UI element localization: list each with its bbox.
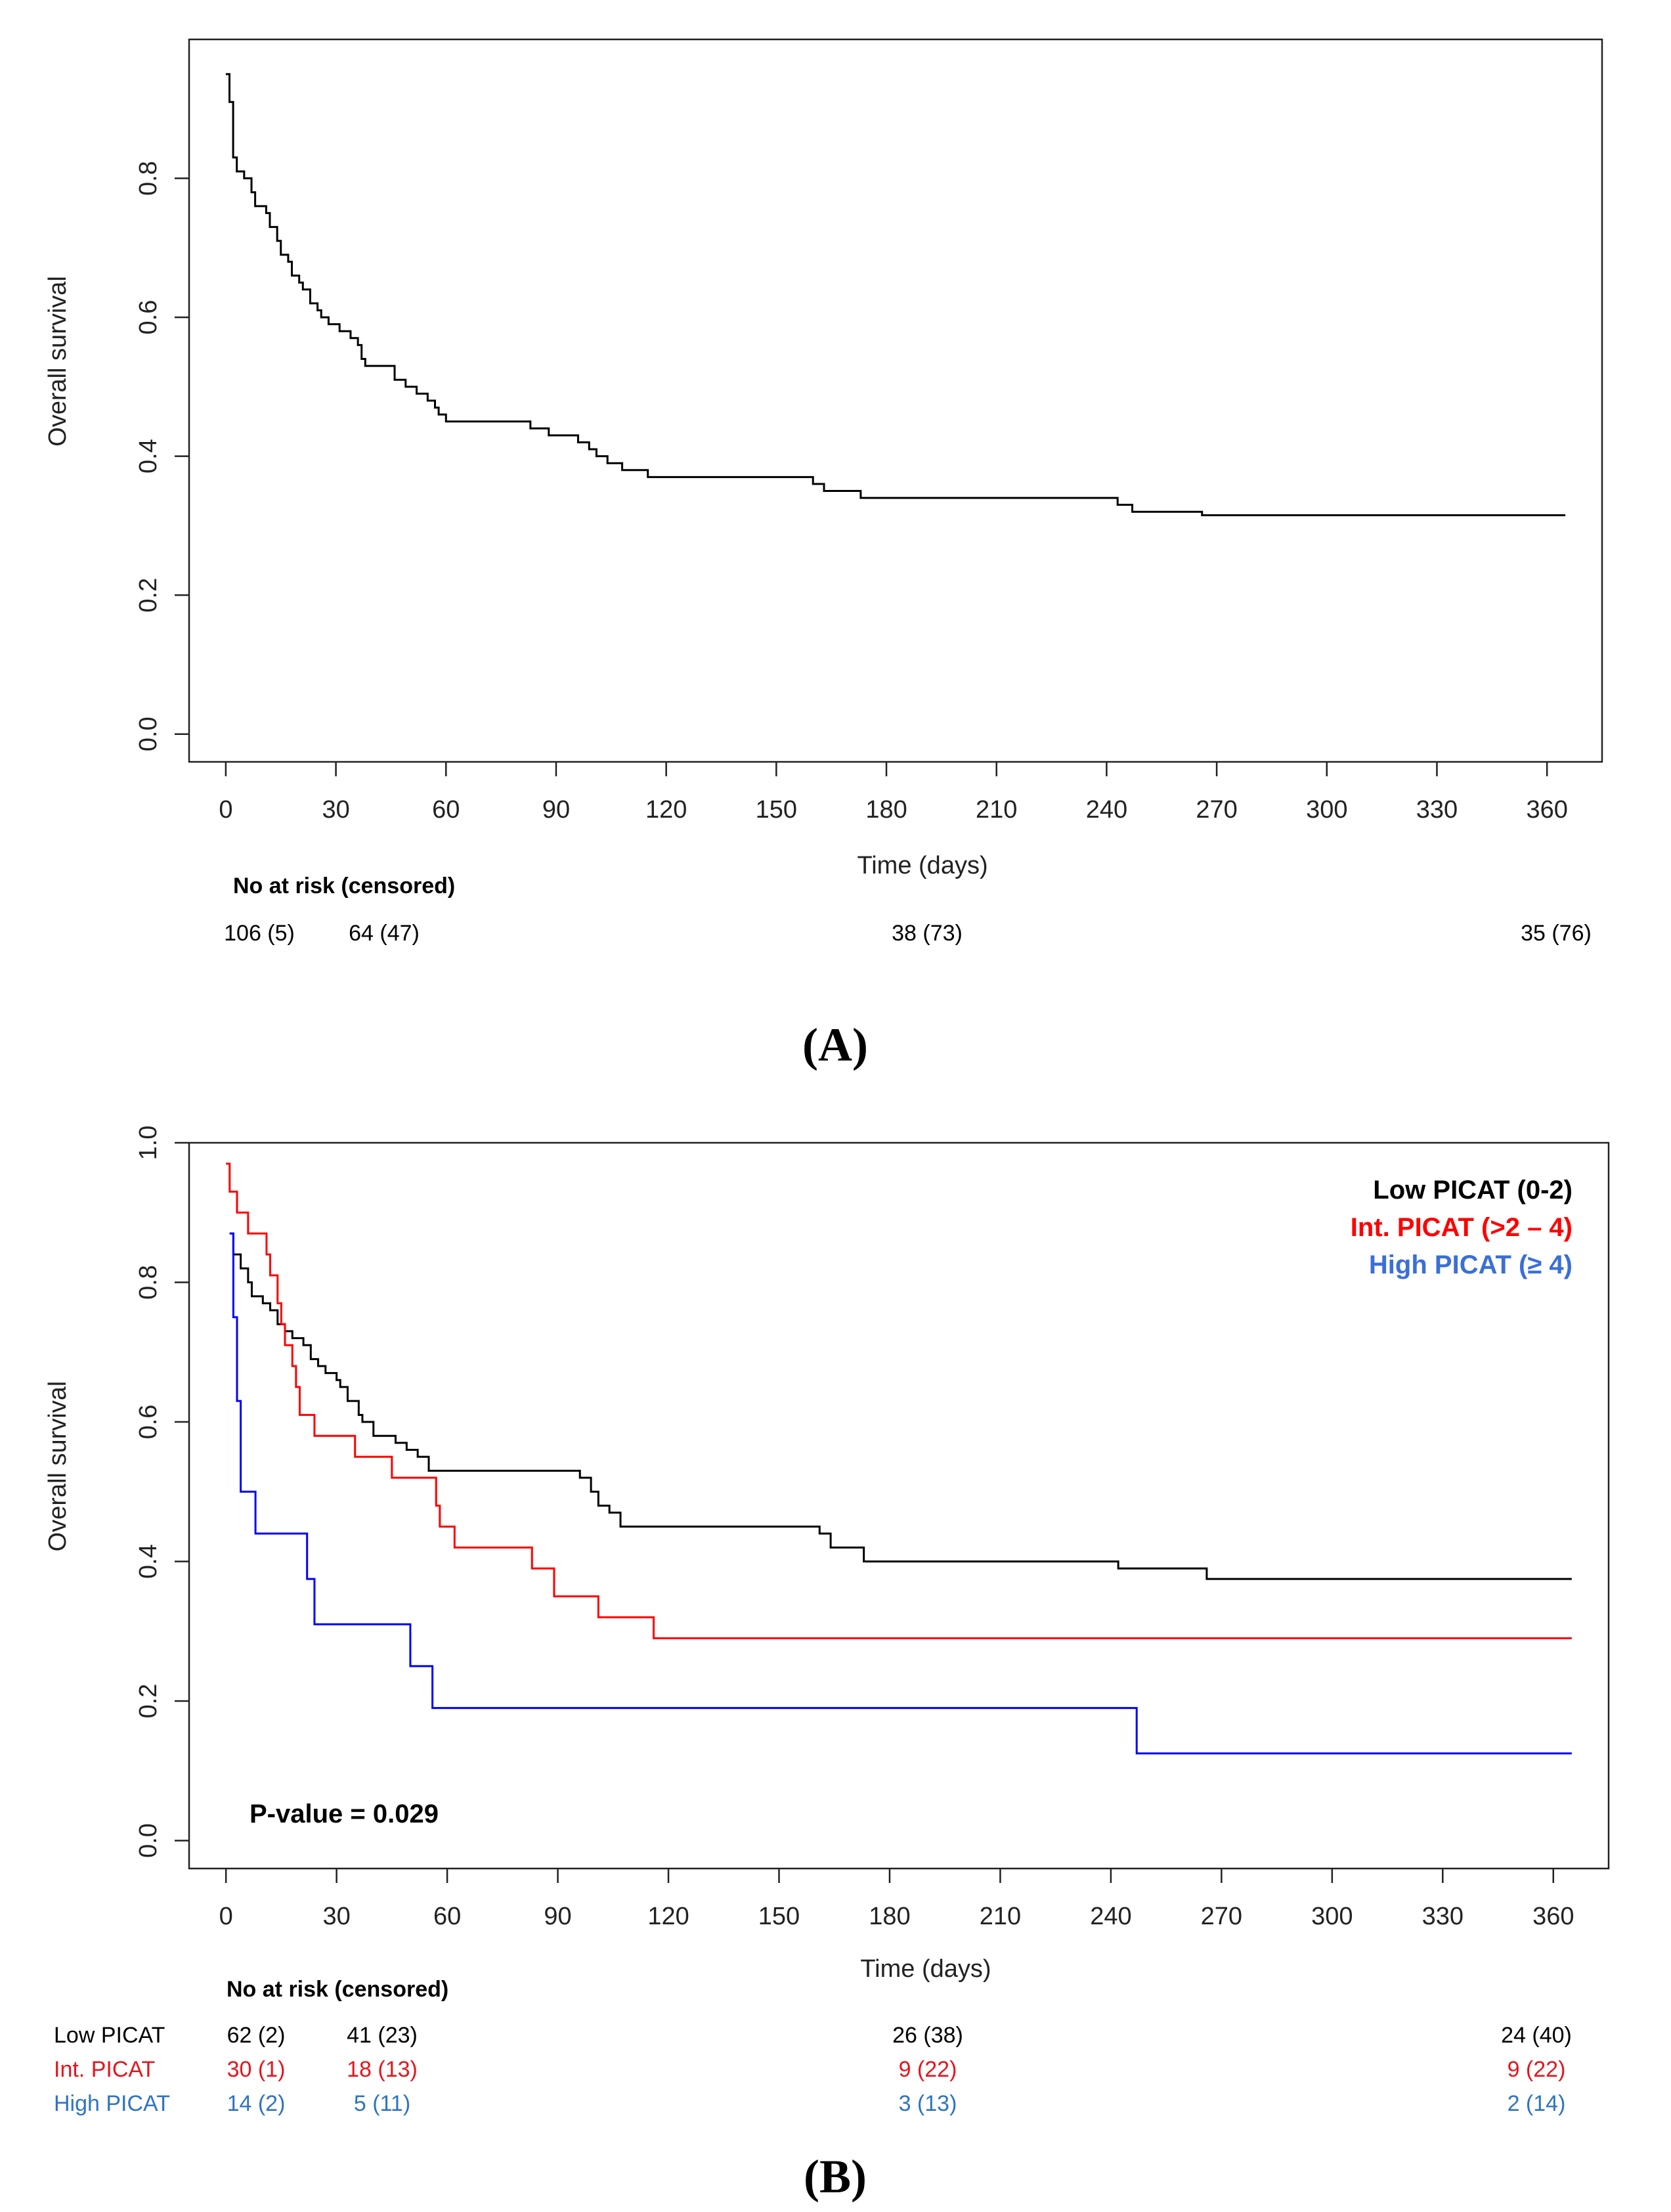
legend-entry: Int. PICAT (>2 – 4): [1351, 1213, 1573, 1242]
survival-curve-high-picat-4: [229, 1232, 1572, 1755]
x-tick-label: 90: [544, 1903, 571, 1930]
p-value-annotation: P-value = 0.029: [250, 1800, 439, 1828]
x-tick-label: 150: [758, 1903, 800, 1930]
x-tick-label: 240: [1090, 1903, 1131, 1930]
risk-value: 3 (13): [899, 2091, 957, 2116]
risk-value: 18 (13): [347, 2057, 418, 2082]
x-tick-label: 240: [1086, 796, 1127, 824]
risk-table-title: No at risk (censored): [233, 874, 455, 898]
panel-label: (B): [804, 2150, 867, 2203]
x-tick-label: 270: [1196, 796, 1237, 824]
risk-value: 9 (22): [899, 2057, 957, 2082]
chart-panel-a: 0 30 60 90 120 150 180 210 240 270 300 330 360 0.0 0.2…: [44, 38, 1603, 1071]
plot-frame: [188, 38, 1603, 763]
risk-value: 26 (38): [892, 2023, 963, 2048]
y-tick-label: 0.6: [135, 300, 162, 335]
y-axis-label: Overall survival: [44, 1381, 72, 1552]
risk-row-label: High PICAT: [54, 2091, 170, 2116]
y-tick-label: 0.4: [135, 439, 162, 474]
x-tick-label: 150: [756, 796, 797, 824]
risk-value: 9 (22): [1508, 2057, 1566, 2082]
x-tick-label: 120: [647, 1903, 689, 1930]
risk-value: 106 (5): [224, 921, 295, 946]
risk-value: 14 (2): [227, 2091, 286, 2116]
risk-row-label: Low PICAT: [54, 2023, 165, 2048]
risk-value: 41 (23): [347, 2023, 418, 2048]
risk-value: 64 (47): [349, 921, 420, 946]
y-tick-label: 1.0: [135, 1126, 162, 1161]
x-tick-label: 60: [432, 796, 460, 824]
x-tick-label: 330: [1416, 796, 1458, 824]
x-tick-label: 30: [322, 1903, 350, 1930]
y-tick-label: 0.8: [135, 1265, 162, 1300]
x-tick-label: 180: [869, 1903, 910, 1930]
x-tick-label: 30: [322, 796, 349, 824]
y-tick-label: 0.2: [135, 578, 162, 613]
survival-curve-int-picat-2-4: [226, 1162, 1572, 1639]
chart-panel-b: 0 30 60 90 120 150 180 210 240 270 300 330 360 0.0 0.2…: [44, 1126, 1610, 2203]
plot-frame: [188, 1141, 1610, 1870]
y-tick-label: 0.4: [135, 1544, 162, 1579]
x-tick-label: 0: [219, 796, 232, 824]
x-tick-label: 360: [1532, 1903, 1574, 1930]
x-tick-label: 90: [542, 796, 570, 824]
risk-value: 38 (73): [892, 921, 963, 946]
x-tick-label: 210: [980, 1903, 1021, 1930]
risk-value: 5 (11): [354, 2091, 410, 2116]
risk-value: 2 (14): [1508, 2091, 1566, 2116]
x-axis-label: Time (days): [857, 852, 987, 879]
x-tick-label: 300: [1311, 1903, 1353, 1930]
x-tick-label: 180: [865, 796, 907, 824]
risk-value: 30 (1): [227, 2057, 286, 2082]
risk-value: 24 (40): [1501, 2023, 1572, 2048]
risk-row-label: Int. PICAT: [54, 2057, 155, 2082]
x-tick-label: 360: [1526, 796, 1567, 824]
y-axis-label: Overall survival: [44, 276, 72, 447]
legend-entry: High PICAT (≥ 4): [1369, 1250, 1573, 1279]
survival-curve-all-patients: [225, 73, 1566, 517]
risk-value: 62 (2): [227, 2023, 286, 2048]
x-tick-label: 270: [1201, 1903, 1242, 1930]
y-tick-label: 0.2: [135, 1684, 162, 1719]
x-tick-label: 210: [976, 796, 1017, 824]
x-tick-label: 120: [645, 796, 687, 824]
y-tick-label: 0.6: [135, 1405, 162, 1440]
risk-table-title: No at risk (censored): [227, 1977, 448, 2002]
x-tick-label: 60: [433, 1903, 461, 1930]
risk-value: 35 (76): [1521, 921, 1592, 946]
x-tick-label: 0: [219, 1903, 233, 1930]
x-axis-label: Time (days): [860, 1955, 991, 1983]
x-tick-label: 330: [1422, 1903, 1464, 1930]
y-tick-label: 0.8: [135, 161, 162, 196]
legend-entry: Low PICAT (0-2): [1373, 1176, 1573, 1205]
panel-label: (A): [802, 1019, 868, 1071]
y-tick-label: 0.0: [135, 1823, 162, 1858]
survival-curve-low-picat-0-2: [229, 1232, 1572, 1580]
y-tick-label: 0.0: [135, 717, 162, 751]
x-tick-label: 300: [1306, 796, 1347, 824]
